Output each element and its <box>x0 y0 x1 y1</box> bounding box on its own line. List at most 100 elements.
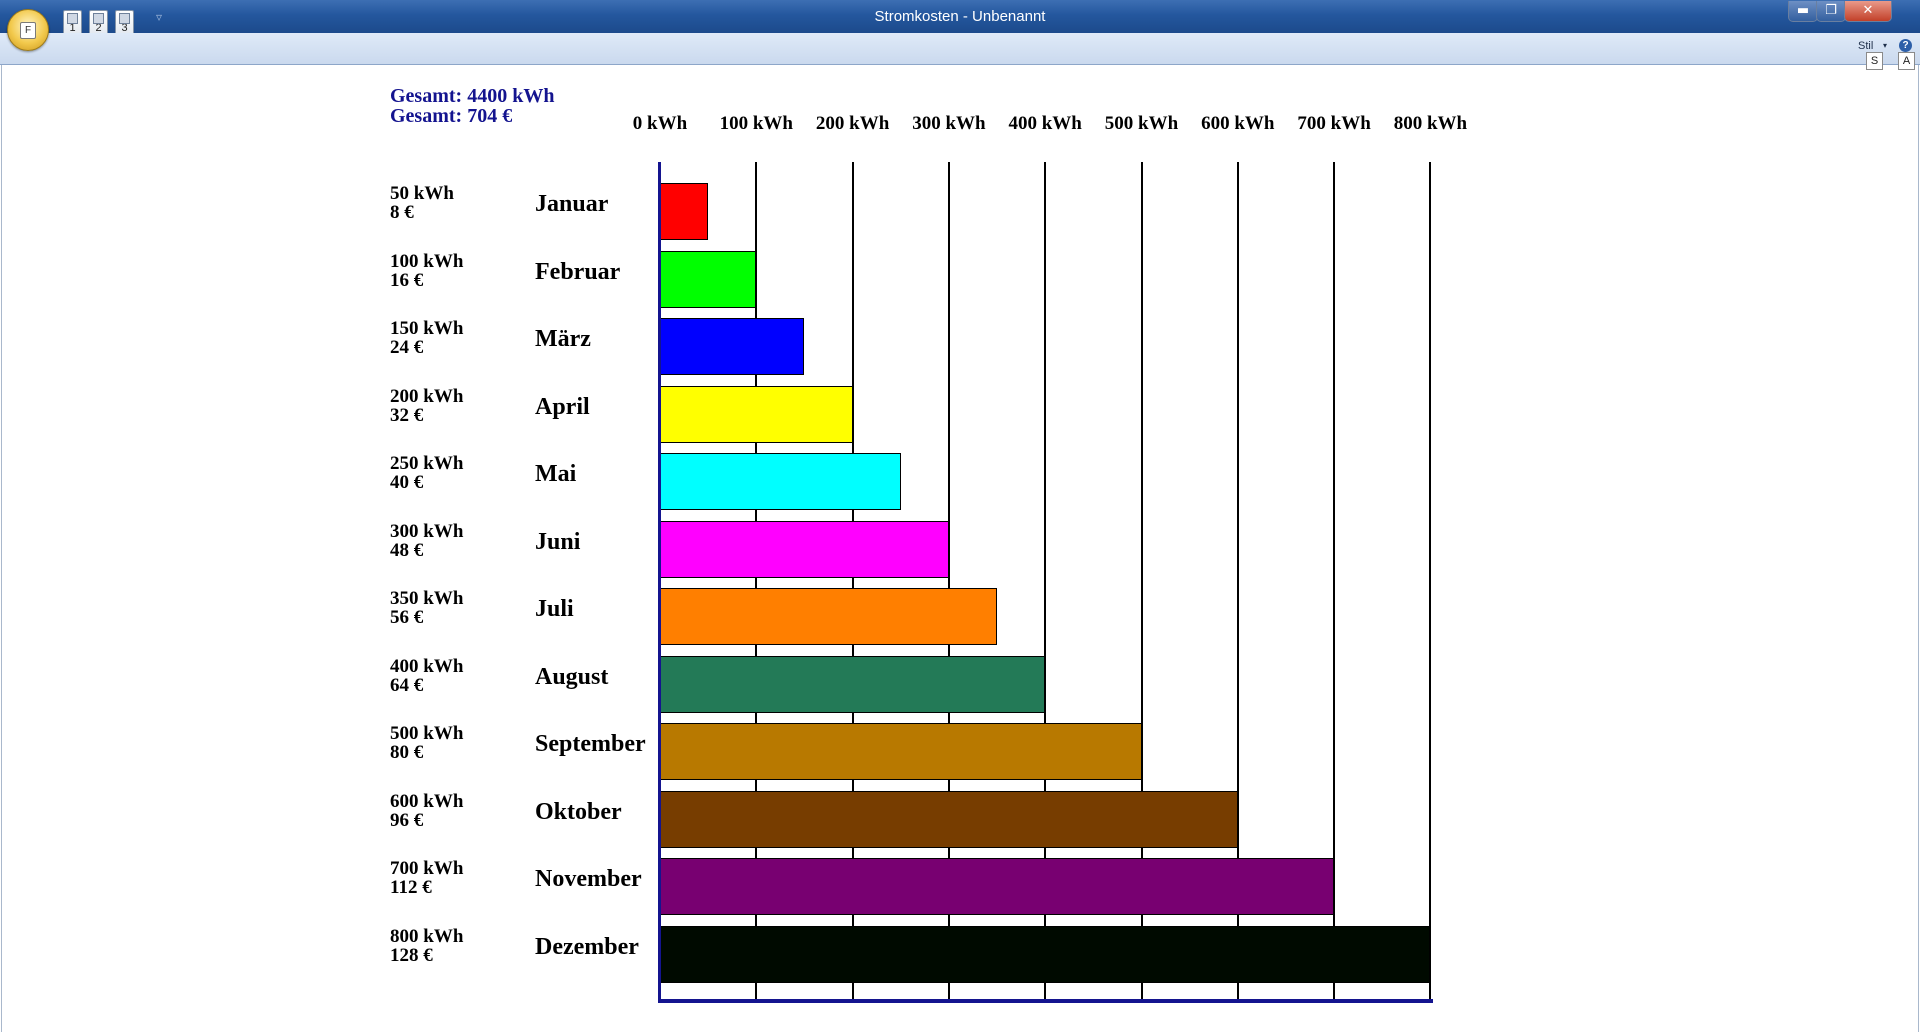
folder-icon <box>93 13 104 24</box>
save-icon <box>119 13 130 24</box>
kwh-label: 200 kWh <box>390 385 464 407</box>
eur-label: 24 € <box>390 337 424 358</box>
keytip-style: S <box>1866 52 1883 70</box>
row-values: 350 kWh 56 € <box>390 589 463 627</box>
row-values: 600 kWh 96 € <box>390 792 463 830</box>
minimize-button[interactable]: ▬ <box>1788 1 1818 22</box>
x-tick-label: 400 kWh <box>1008 113 1082 134</box>
quick-access-key: 1 <box>69 22 76 34</box>
bar <box>660 655 1046 713</box>
ribbon-bar: Stil ▾ ? <box>0 33 1920 65</box>
eur-label: 128 € <box>390 944 433 966</box>
title-bar: Stromkosten - Unbenannt 1 2 3 ▿ ▬ ❐ ✕ <box>0 0 1920 38</box>
row-values: 250 kWh 40 € <box>390 454 463 492</box>
gridline <box>1333 162 1336 1001</box>
category-label: Februar <box>535 258 621 285</box>
row-values: 800 kWh 128 € <box>390 927 463 965</box>
chevron-down-icon[interactable]: ▾ <box>1883 41 1888 50</box>
quick-access-key: 2 <box>95 22 102 34</box>
customize-quick-access-icon[interactable]: ▿ <box>156 10 163 24</box>
kwh-label: 600 kWh <box>390 790 464 812</box>
document-icon <box>67 13 78 24</box>
eur-label: 56 € <box>390 607 424 628</box>
kwh-label: 50 kWh <box>390 183 454 204</box>
category-label: Dezember <box>535 933 639 960</box>
kwh-label: 350 kWh <box>390 588 464 609</box>
total-eur: Gesamt: 704 € <box>390 105 513 127</box>
eur-label: 40 € <box>390 472 424 493</box>
eur-label: 32 € <box>390 404 424 426</box>
category-label: November <box>535 866 642 892</box>
eur-label: 16 € <box>390 269 424 291</box>
bar <box>660 453 901 510</box>
application-menu-button[interactable]: F <box>7 9 49 51</box>
category-label: August <box>535 663 609 690</box>
kwh-label: 100 kWh <box>390 250 464 272</box>
x-tick-label: 0 kWh <box>632 113 688 134</box>
bar <box>660 183 709 240</box>
row-values: 50 kWh 8 € <box>390 184 454 222</box>
x-tick-label: 300 kWh <box>912 113 986 134</box>
row-values: 400 kWh 64 € <box>390 657 463 695</box>
kwh-label: 500 kWh <box>390 723 464 744</box>
category-label: Januar <box>535 191 609 217</box>
quick-access-key: 3 <box>121 22 128 34</box>
bar <box>660 858 1335 915</box>
eur-label: 48 € <box>390 539 424 561</box>
gridline <box>947 162 950 1001</box>
kwh-label: 700 kWh <box>390 858 464 879</box>
gridline <box>1429 162 1432 1001</box>
eur-label: 96 € <box>390 809 424 831</box>
maximize-button[interactable]: ❐ <box>1816 1 1846 22</box>
quick-access-button-2[interactable]: 2 <box>89 10 108 38</box>
bar <box>660 588 998 645</box>
kwh-label: 800 kWh <box>390 925 464 947</box>
kwh-label: 250 kWh <box>390 453 464 474</box>
gridline <box>1140 162 1143 1001</box>
bar <box>660 790 1238 848</box>
bar <box>660 520 949 578</box>
gridline <box>1236 162 1239 1001</box>
row-values: 500 kWh 80 € <box>390 724 463 762</box>
x-tick-label: 700 kWh <box>1297 113 1371 134</box>
help-icon[interactable]: ? <box>1899 39 1912 52</box>
x-tick-label: 800 kWh <box>1393 113 1468 134</box>
x-tick-label: 100 kWh <box>719 113 793 134</box>
document-area <box>1 65 1919 1032</box>
category-label: Oktober <box>535 798 622 825</box>
kwh-label: 300 kWh <box>390 520 464 542</box>
eur-label: 64 € <box>390 674 424 696</box>
category-label: Juni <box>535 528 581 555</box>
category-label: Juli <box>535 596 574 622</box>
total-kwh: Gesamt: 4400 kWh <box>390 85 555 107</box>
app-button-keytip: F <box>20 22 36 39</box>
row-values: 200 kWh 32 € <box>390 387 463 425</box>
keytip-help: A <box>1898 52 1915 70</box>
eur-label: 80 € <box>390 742 424 763</box>
kwh-label: 400 kWh <box>390 655 464 677</box>
x-tick-label: 600 kWh <box>1201 113 1275 134</box>
bar <box>660 925 1431 983</box>
eur-label: 112 € <box>390 877 432 898</box>
gridline <box>1044 162 1047 1001</box>
bar <box>660 250 757 308</box>
bar <box>660 723 1142 780</box>
style-menu[interactable]: Stil <box>1858 40 1874 52</box>
row-values: 100 kWh 16 € <box>390 252 463 290</box>
bar <box>660 318 805 375</box>
x-tick-label: 500 kWh <box>1104 113 1179 134</box>
gridline <box>755 162 758 1001</box>
category-label: März <box>535 326 591 352</box>
x-tick-label: 200 kWh <box>815 113 890 134</box>
row-values: 700 kWh 112 € <box>390 859 463 897</box>
bar <box>660 385 853 443</box>
row-values: 300 kWh 48 € <box>390 522 463 560</box>
y-axis-line <box>658 162 661 1003</box>
gridline <box>851 162 854 1001</box>
close-button[interactable]: ✕ <box>1844 1 1892 22</box>
category-label: April <box>535 393 590 420</box>
kwh-label: 150 kWh <box>390 318 464 339</box>
eur-label: 8 € <box>390 202 414 223</box>
category-label: September <box>535 731 646 757</box>
quick-access-button-1[interactable]: 1 <box>63 10 82 38</box>
